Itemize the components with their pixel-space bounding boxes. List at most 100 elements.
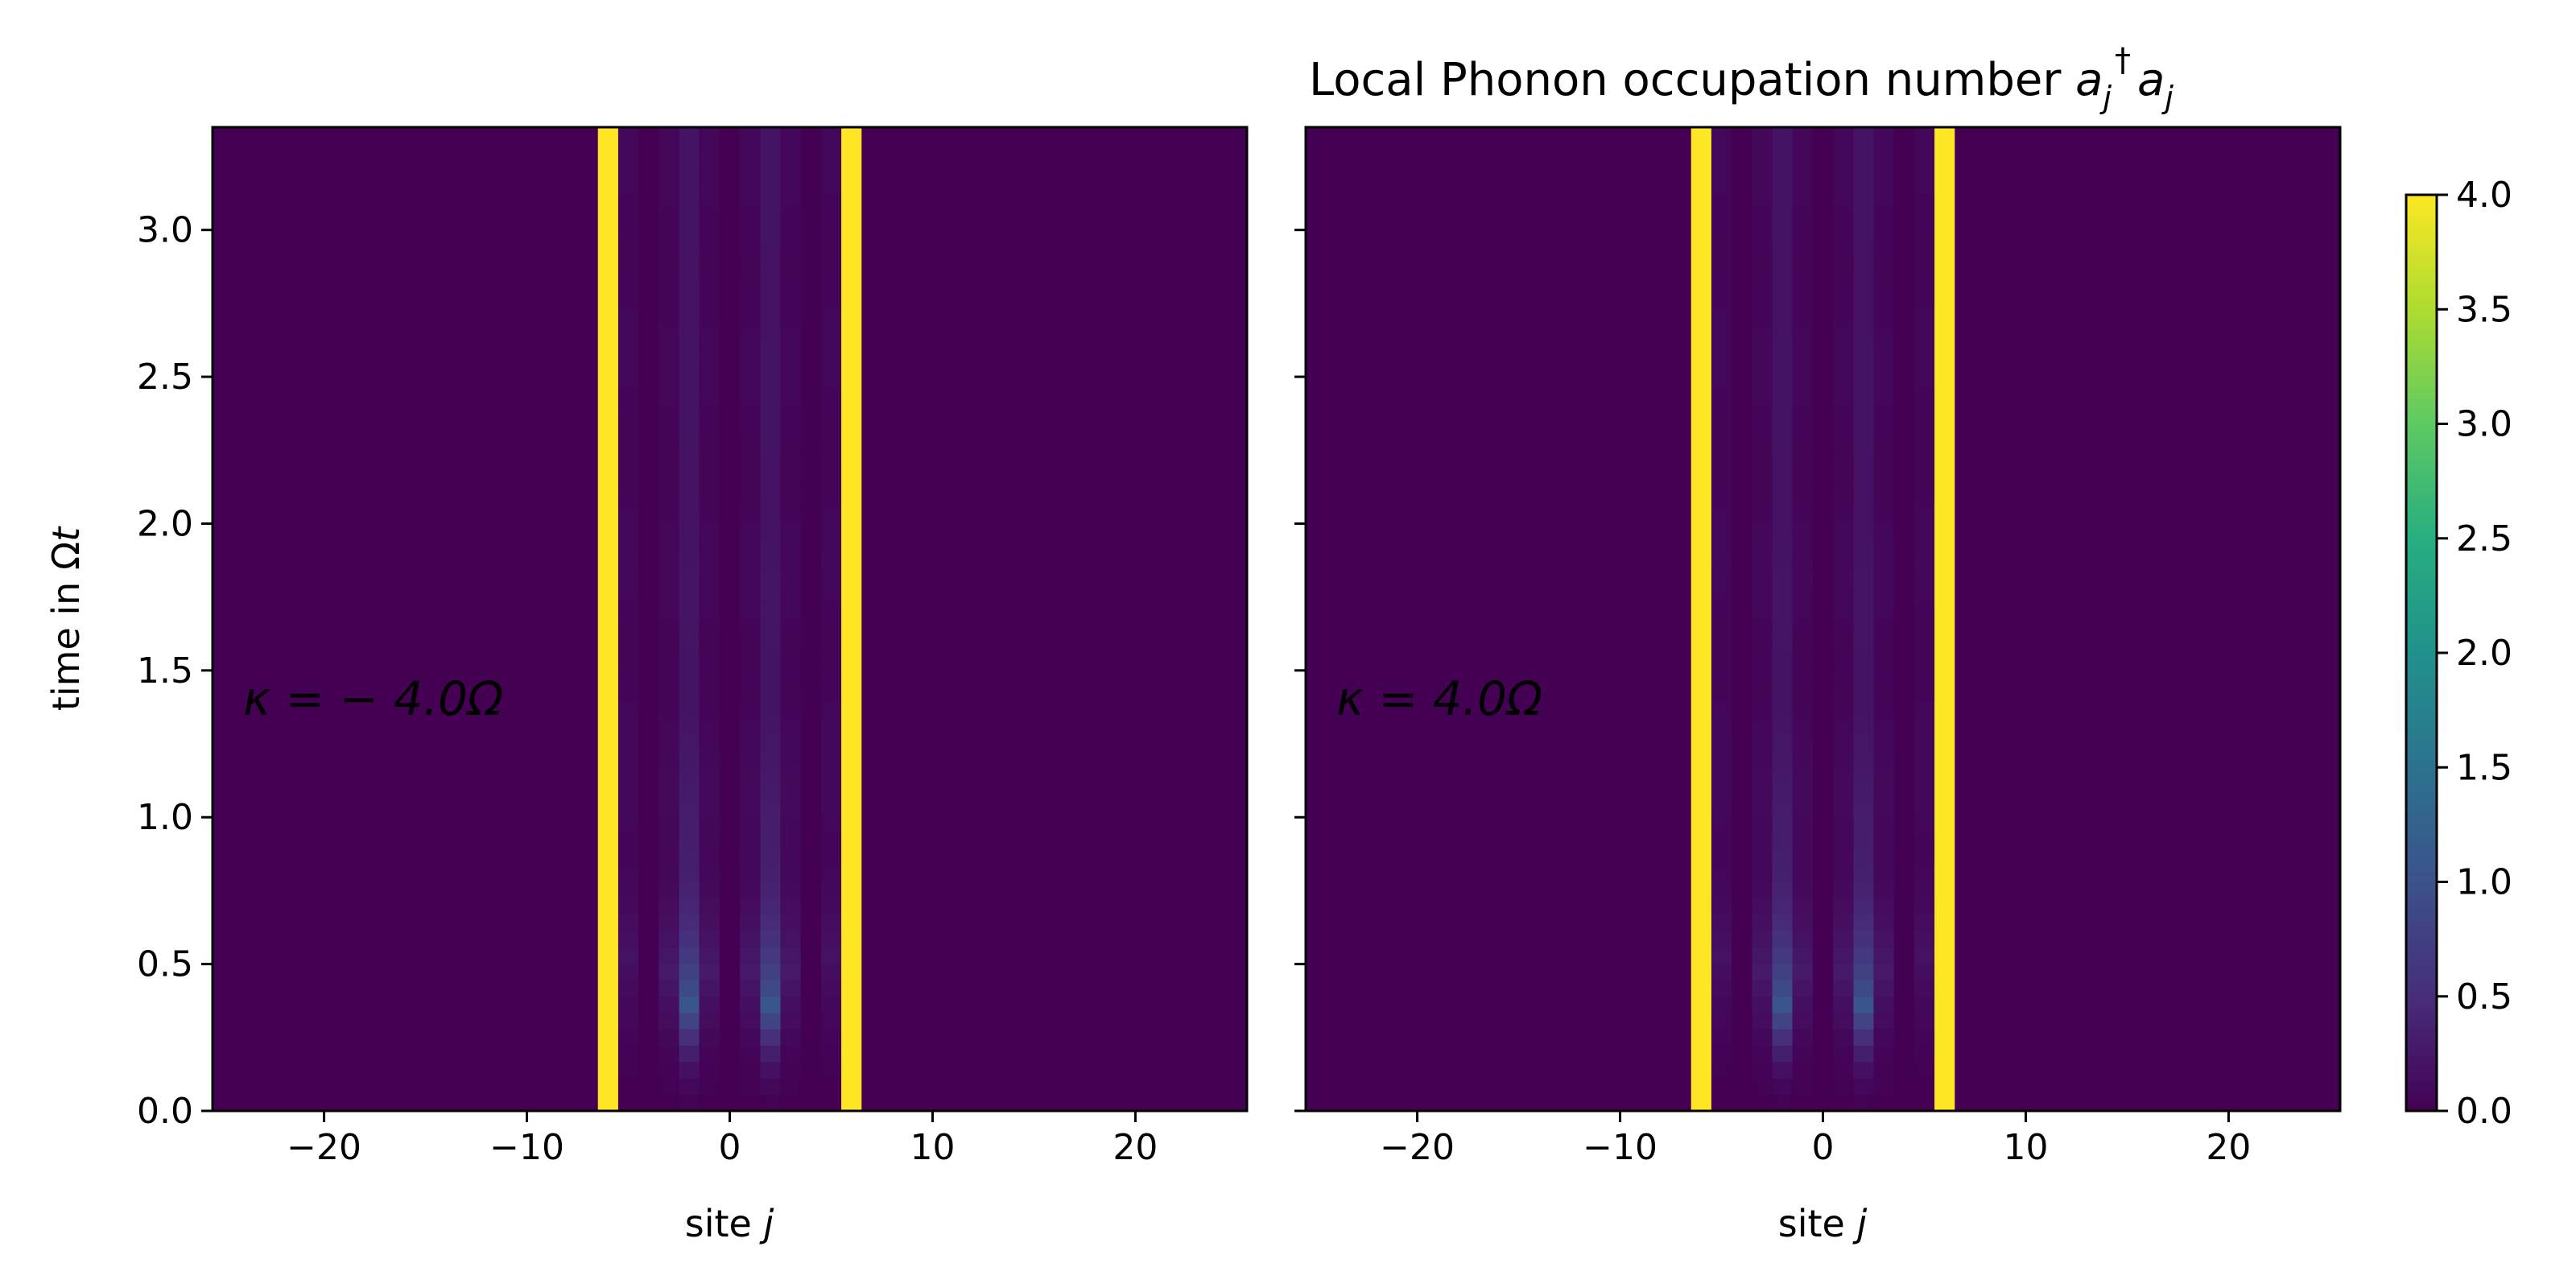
heatmap-cell xyxy=(780,815,801,833)
heatmap-cell xyxy=(760,126,781,144)
heatmap-cell xyxy=(1711,373,1732,390)
x-tick-label: −20 xyxy=(1380,1127,1455,1168)
heatmap-cell xyxy=(1792,1028,1813,1046)
y-tick-label: 0.5 xyxy=(137,944,193,985)
heatmap-cell xyxy=(1711,683,1732,702)
heatmap-cell xyxy=(780,422,801,440)
heatmap-cell xyxy=(1752,487,1773,505)
heatmap-cell xyxy=(1853,142,1874,161)
heatmap-cell xyxy=(1711,667,1732,685)
heatmap-cell xyxy=(820,258,842,275)
heatmap-cell xyxy=(1772,225,1793,243)
heatmap-cell xyxy=(679,865,700,882)
heatmap-cell xyxy=(1873,979,1894,997)
heatmap-cell xyxy=(760,175,781,193)
heatmap-cell xyxy=(617,930,639,947)
heatmap-cell xyxy=(1711,422,1732,440)
heatmap-cell xyxy=(699,142,720,161)
heatmap-cell xyxy=(1711,602,1732,620)
heatmap-cell xyxy=(1772,897,1793,915)
heatmap-cell xyxy=(1853,291,1874,308)
heatmap-cell xyxy=(699,274,720,292)
heatmap-cell xyxy=(1873,503,1894,522)
heatmap-cell xyxy=(658,848,679,865)
heatmap-cell xyxy=(658,373,679,390)
heatmap-cell xyxy=(1833,192,1854,210)
heatmap-cell xyxy=(658,1045,679,1063)
heatmap-cell xyxy=(780,1045,801,1063)
heatmap-cell xyxy=(1711,569,1732,587)
heatmap-cell xyxy=(699,865,720,882)
heatmap-cell xyxy=(1711,782,1732,800)
heatmap-cell xyxy=(1853,405,1874,423)
heatmap-cell xyxy=(658,192,679,210)
heatmap-cell xyxy=(820,520,842,538)
heatmap-cell xyxy=(820,422,842,440)
heatmap-cell xyxy=(658,126,679,144)
heatmap-cell xyxy=(699,340,720,357)
y-axis-label: time in Ωt xyxy=(44,526,88,711)
heatmap-cell xyxy=(820,848,842,865)
heatmap-cell xyxy=(617,454,639,473)
heatmap-cell xyxy=(699,471,720,489)
heatmap-cell xyxy=(760,422,781,440)
heatmap-cell xyxy=(658,995,679,1013)
heatmap-cell xyxy=(740,175,761,193)
heatmap-cell xyxy=(820,405,842,423)
heatmap-cell xyxy=(1873,946,1894,964)
heatmap-cell xyxy=(617,881,639,898)
heatmap-cell xyxy=(1711,618,1732,636)
heatmap-cell xyxy=(1752,1094,1773,1112)
heatmap-cell xyxy=(699,323,720,341)
heatmap-cell xyxy=(1833,520,1854,538)
heatmap-cell xyxy=(1752,569,1773,587)
heatmap-cell xyxy=(658,159,679,177)
heatmap-cell xyxy=(1792,832,1813,849)
heatmap-cell xyxy=(1873,602,1894,620)
heatmap-cell xyxy=(760,274,781,292)
heatmap-cell xyxy=(1752,799,1773,816)
heatmap-cell xyxy=(1752,520,1773,538)
heatmap-cell xyxy=(820,208,842,226)
x-axis-label-right: site j xyxy=(1778,1202,1868,1245)
heatmap-cell xyxy=(617,1028,639,1046)
heatmap-cell xyxy=(820,930,842,947)
heatmap-column-constant xyxy=(1690,127,1711,1111)
heatmap-cell xyxy=(740,618,761,636)
heatmap-cell xyxy=(1833,373,1854,390)
heatmap-cell xyxy=(617,225,639,243)
x-tick-label: 0 xyxy=(1812,1127,1835,1168)
heatmap-cell xyxy=(780,553,801,571)
heatmap-cell xyxy=(1913,225,1935,243)
heatmap-cell xyxy=(1833,995,1854,1013)
heatmap-cell xyxy=(1913,799,1935,816)
heatmap-cell xyxy=(780,749,801,767)
heatmap-cell xyxy=(820,291,842,308)
heatmap-cell xyxy=(1792,520,1813,538)
heatmap-cell xyxy=(740,1012,761,1030)
heatmap-cell xyxy=(760,323,781,341)
heatmap-cell xyxy=(760,733,781,751)
heatmap-cell xyxy=(699,487,720,505)
heatmap-cell xyxy=(617,208,639,226)
heatmap-cell xyxy=(1913,208,1935,226)
heatmap-cell xyxy=(679,356,700,374)
y-tick-label: 2.0 xyxy=(137,503,193,544)
colorbar-tick-label: 0.0 xyxy=(2456,1091,2512,1132)
heatmap-cell xyxy=(1711,471,1732,489)
heatmap-cell xyxy=(740,602,761,620)
heatmap-cell xyxy=(820,356,842,374)
heatmap-cell xyxy=(760,651,781,669)
heatmap-cell xyxy=(1853,602,1874,620)
heatmap-cell xyxy=(780,1012,801,1030)
heatmap-cell xyxy=(617,766,639,784)
heatmap-cell xyxy=(780,585,801,604)
heatmap-cell xyxy=(1853,569,1874,587)
heatmap-cell xyxy=(820,963,842,980)
heatmap-cell xyxy=(679,1077,700,1096)
heatmap-cell xyxy=(658,291,679,308)
heatmap-background xyxy=(1306,127,2340,1111)
heatmap-cell xyxy=(1752,175,1773,193)
heatmap-cell xyxy=(820,1077,842,1096)
heatmap-cell xyxy=(1792,1077,1813,1096)
